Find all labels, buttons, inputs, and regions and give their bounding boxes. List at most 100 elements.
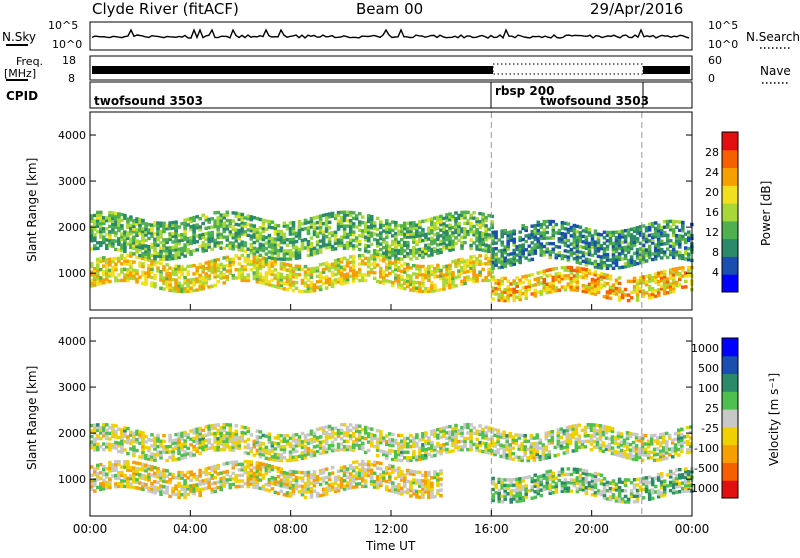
heatmap-cell	[192, 428, 196, 431]
heatmap-cell	[105, 442, 109, 445]
heatmap-cell	[277, 224, 281, 227]
heatmap-cell	[500, 241, 504, 244]
heatmap-cell	[481, 213, 485, 216]
heatmap-cell	[105, 423, 109, 426]
heatmap-cell	[466, 259, 470, 262]
heatmap-cell	[494, 279, 498, 282]
colorbar-tick-label: 8	[712, 246, 719, 259]
heatmap-cell	[280, 273, 284, 276]
heatmap-cell	[406, 437, 410, 440]
heatmap-cell	[539, 438, 543, 441]
heatmap-cell	[132, 236, 136, 239]
heatmap-cell	[436, 289, 440, 292]
heatmap-cell	[346, 233, 350, 236]
heatmap-cell	[439, 469, 443, 472]
heatmap-cell	[313, 445, 317, 448]
heatmap-cell	[594, 270, 598, 273]
heatmap-cell	[400, 275, 404, 278]
heatmap-cell	[524, 256, 528, 259]
heatmap-cell	[198, 452, 202, 455]
heatmap-cell	[168, 434, 172, 437]
heatmap-cell	[132, 445, 136, 448]
heatmap-cell	[156, 267, 160, 270]
freq-tick-top: 18	[62, 54, 76, 67]
heatmap-cell	[135, 449, 139, 452]
heatmap-cell	[219, 241, 223, 244]
colorbar-segment	[722, 132, 738, 150]
heatmap-cell	[259, 254, 263, 257]
heatmap-cell	[376, 263, 380, 266]
heatmap-cell	[588, 228, 592, 231]
heatmap-cell	[367, 460, 371, 463]
heatmap-cell	[226, 470, 230, 473]
heatmap-cell	[466, 437, 470, 440]
power-heatmap-cells	[90, 112, 694, 310]
heatmap-cell	[439, 489, 443, 492]
heatmap-cell	[379, 220, 383, 223]
heatmap-cell	[675, 220, 679, 223]
heatmap-cell	[222, 222, 226, 225]
heatmap-cell	[484, 254, 488, 257]
heatmap-cell	[436, 232, 440, 235]
heatmap-cell	[526, 456, 530, 459]
heatmap-cell	[358, 240, 362, 243]
heatmap-cell	[454, 284, 458, 287]
heatmap-cell	[201, 222, 205, 225]
heatmap-cell	[346, 272, 350, 275]
heatmap-cell	[232, 257, 236, 260]
heatmap-cell	[259, 430, 263, 433]
heatmap-cell	[385, 219, 389, 222]
heatmap-cell	[310, 236, 314, 239]
colorbar-segment	[722, 150, 738, 168]
heatmap-cell	[376, 437, 380, 440]
heatmap-cell	[156, 434, 160, 437]
heatmap-cell	[244, 241, 248, 244]
heatmap-cell	[216, 258, 220, 261]
heatmap-cell	[247, 273, 251, 276]
heatmap-cell	[247, 443, 251, 446]
heatmap-cell	[415, 257, 419, 260]
heatmap-cell	[675, 281, 679, 284]
heatmap-cell	[295, 287, 299, 290]
heatmap-cell	[346, 445, 350, 448]
heatmap-cell	[543, 278, 547, 281]
heatmap-cell	[334, 438, 338, 441]
heatmap-cell	[165, 469, 169, 472]
heatmap-cell	[283, 262, 287, 265]
heatmap-cell	[235, 430, 239, 433]
heatmap-cell	[578, 435, 582, 438]
heatmap-cell	[373, 434, 377, 437]
nsky-trace	[92, 30, 689, 38]
heatmap-cell	[451, 271, 455, 274]
freq-tick-bottom: 8	[68, 72, 75, 85]
heatmap-cell	[319, 285, 323, 288]
heatmap-cell	[370, 427, 374, 430]
heatmap-cell	[615, 231, 619, 234]
heatmap-cell	[472, 426, 476, 429]
heatmap-cell	[660, 256, 664, 259]
heatmap-cell	[466, 423, 470, 426]
heatmap-cell	[678, 251, 682, 254]
heatmap-cell	[162, 434, 166, 437]
heatmap-cell	[105, 227, 109, 230]
heatmap-cell	[606, 253, 610, 256]
heatmap-cell	[346, 219, 350, 222]
heatmap-cell	[192, 224, 196, 227]
heatmap-cell	[186, 433, 190, 436]
heatmap-cell	[578, 424, 582, 427]
heatmap-cell	[439, 483, 443, 486]
heatmap-cell	[132, 461, 136, 464]
heatmap-cell	[99, 211, 103, 214]
heatmap-cell	[162, 469, 166, 472]
heatmap-cell	[400, 470, 404, 473]
heatmap-cell	[645, 248, 649, 251]
heatmap-cell	[615, 255, 619, 258]
heatmap-cell	[144, 483, 148, 486]
power-colorbar-label: Power [dB]	[759, 181, 773, 246]
heatmap-cell	[536, 433, 540, 436]
heatmap-cell	[162, 238, 166, 241]
heatmap-cell	[430, 482, 434, 485]
heatmap-cell	[579, 226, 583, 229]
heatmap-cell	[624, 254, 628, 257]
heatmap-cell	[466, 211, 470, 214]
